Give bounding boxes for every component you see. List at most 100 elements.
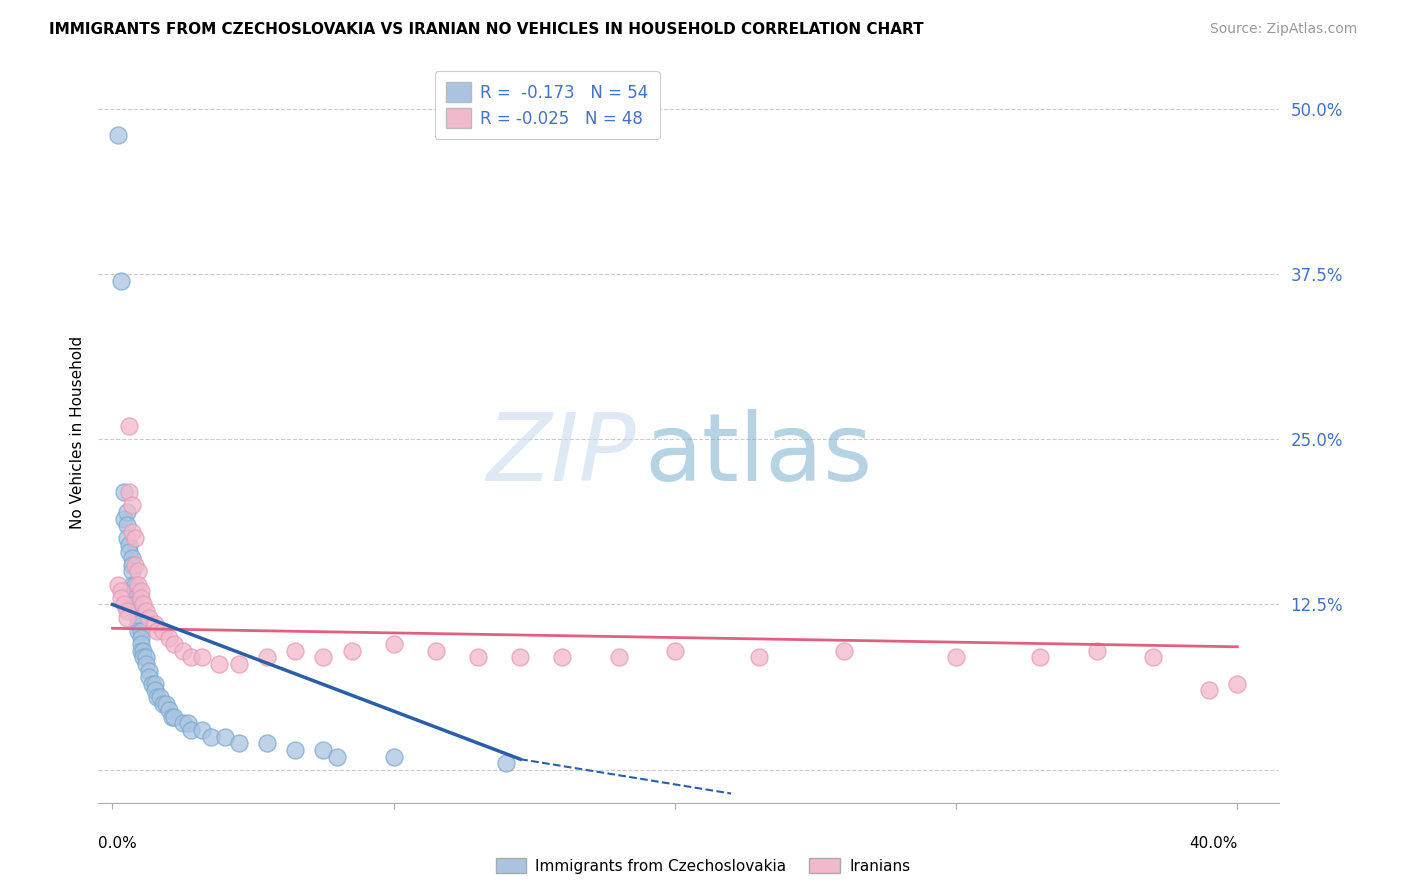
Point	[124, 577, 146, 591]
Point	[132, 598, 155, 612]
Point	[340, 644, 363, 658]
Point	[127, 617, 149, 632]
Point	[135, 650, 157, 665]
Point	[256, 650, 278, 665]
Point	[121, 524, 143, 539]
Point	[152, 624, 174, 638]
Point	[228, 736, 250, 750]
Point	[121, 577, 143, 591]
Point	[129, 591, 152, 605]
Point	[107, 577, 129, 591]
Point	[127, 611, 149, 625]
Point	[1029, 650, 1052, 665]
Point	[1226, 677, 1249, 691]
Point	[110, 274, 132, 288]
Point	[326, 749, 349, 764]
Point	[121, 499, 143, 513]
Point	[172, 716, 194, 731]
Point	[121, 565, 143, 579]
Point	[1198, 683, 1220, 698]
Point	[124, 532, 146, 546]
Point	[135, 604, 157, 618]
Point	[121, 551, 143, 566]
Point	[146, 690, 169, 704]
Point	[509, 650, 531, 665]
Point	[143, 677, 166, 691]
Point	[129, 644, 152, 658]
Point	[143, 617, 166, 632]
Point	[382, 749, 405, 764]
Point	[163, 710, 186, 724]
Point	[1085, 644, 1108, 658]
Point	[127, 565, 149, 579]
Point	[157, 703, 180, 717]
Point	[110, 584, 132, 599]
Point	[127, 624, 149, 638]
Point	[115, 518, 138, 533]
Text: 0.0%: 0.0%	[98, 836, 138, 851]
Text: atlas: atlas	[644, 409, 872, 500]
Point	[124, 584, 146, 599]
Legend: R =  -0.173   N = 54, R = -0.025   N = 48: R = -0.173 N = 54, R = -0.025 N = 48	[434, 70, 659, 139]
Point	[112, 485, 135, 500]
Point	[284, 743, 307, 757]
Point	[118, 538, 141, 552]
Point	[256, 736, 278, 750]
Point	[138, 664, 160, 678]
Point	[121, 558, 143, 572]
Point	[163, 637, 186, 651]
Point	[112, 598, 135, 612]
Point	[748, 650, 770, 665]
Point	[129, 637, 152, 651]
Point	[208, 657, 231, 671]
Point	[127, 604, 149, 618]
Point	[467, 650, 489, 665]
Text: ZIP: ZIP	[486, 409, 636, 500]
Point	[312, 743, 335, 757]
Point	[832, 644, 855, 658]
Point	[155, 697, 177, 711]
Legend: Immigrants from Czechoslovakia, Iranians: Immigrants from Czechoslovakia, Iranians	[489, 852, 917, 880]
Point	[143, 683, 166, 698]
Point	[228, 657, 250, 671]
Point	[664, 644, 686, 658]
Point	[110, 591, 132, 605]
Text: IMMIGRANTS FROM CZECHOSLOVAKIA VS IRANIAN NO VEHICLES IN HOUSEHOLD CORRELATION C: IMMIGRANTS FROM CZECHOSLOVAKIA VS IRANIA…	[49, 22, 924, 37]
Point	[124, 558, 146, 572]
Y-axis label: No Vehicles in Household: No Vehicles in Household	[69, 336, 84, 529]
Point	[146, 624, 169, 638]
Point	[129, 624, 152, 638]
Point	[200, 730, 222, 744]
Point	[115, 611, 138, 625]
Point	[115, 532, 138, 546]
Point	[284, 644, 307, 658]
Point	[141, 677, 163, 691]
Point	[132, 644, 155, 658]
Point	[607, 650, 630, 665]
Point	[138, 670, 160, 684]
Point	[382, 637, 405, 651]
Point	[118, 544, 141, 558]
Point	[152, 697, 174, 711]
Point	[115, 604, 138, 618]
Point	[551, 650, 574, 665]
Point	[214, 730, 236, 744]
Point	[118, 419, 141, 434]
Point	[115, 505, 138, 519]
Point	[138, 611, 160, 625]
Point	[191, 723, 214, 737]
Point	[160, 710, 183, 724]
Point	[495, 756, 517, 771]
Point	[124, 598, 146, 612]
Point	[172, 644, 194, 658]
Point	[127, 577, 149, 591]
Point	[180, 723, 202, 737]
Point	[112, 511, 135, 525]
Point	[118, 485, 141, 500]
Point	[180, 650, 202, 665]
Point	[425, 644, 447, 658]
Point	[132, 650, 155, 665]
Point	[124, 591, 146, 605]
Point	[157, 631, 180, 645]
Point	[945, 650, 967, 665]
